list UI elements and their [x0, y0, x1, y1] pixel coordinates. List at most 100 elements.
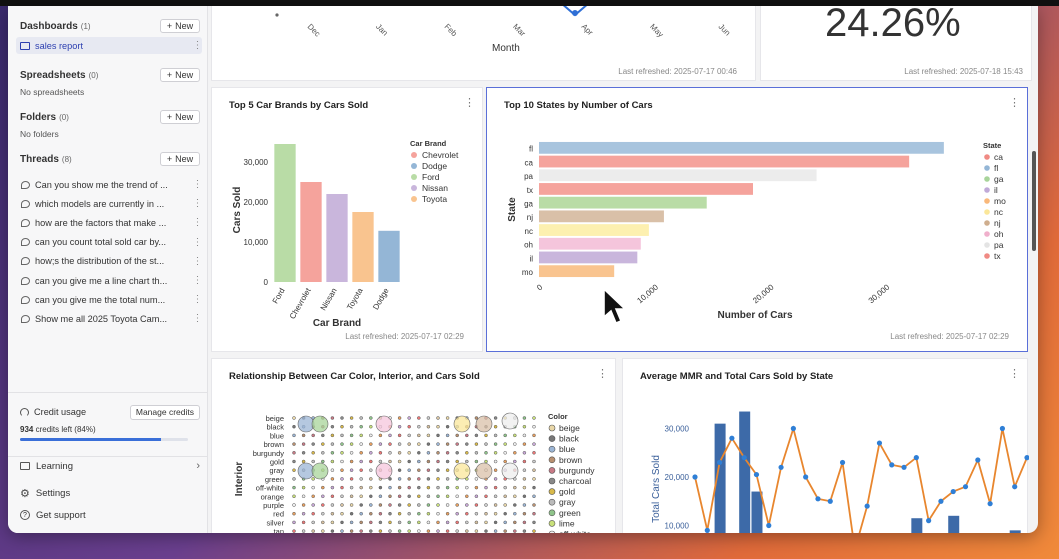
credit-usage-panel: Credit usage Manage credits 934 credits … — [20, 403, 200, 441]
y-axis-label: Total Cars Sold — [651, 455, 662, 523]
new-spreadsheet-button[interactable]: + New — [160, 68, 200, 82]
bubble-mark — [436, 485, 440, 490]
sidebar: Dashboards (1) + New sales report ⋮ Spread… — [8, 6, 208, 533]
bubble-mark — [349, 477, 354, 481]
more-options-icon[interactable]: ⋮ — [192, 313, 203, 325]
more-options-icon[interactable]: ⋮ — [464, 97, 475, 109]
bubble-mark — [330, 416, 335, 420]
bubble-mark — [513, 511, 517, 516]
bubble-mark — [407, 468, 411, 472]
legend-label: ca — [994, 152, 1003, 162]
thread-item[interactable]: can you give me the total num... ⋮ — [16, 291, 203, 308]
learning-link[interactable]: Learning › — [20, 458, 200, 474]
bubble-mark — [417, 424, 421, 429]
bubble-mark — [369, 442, 373, 446]
bubble-mark — [436, 442, 440, 446]
bubble-mark — [436, 477, 440, 481]
bubble-mark — [493, 503, 498, 507]
more-options-icon[interactable]: ⋮ — [192, 275, 203, 286]
new-thread-button[interactable]: + New — [160, 152, 200, 166]
last-refreshed: Last refreshed: 2025-07-17 00:46 — [618, 67, 737, 76]
x-tick-label: Mar — [511, 22, 527, 38]
bubble-mark — [532, 485, 536, 490]
bar — [539, 265, 615, 278]
bubble-mark — [484, 503, 488, 507]
top-brands-card[interactable]: Top 5 Car Brands by Cars Sold ⋮ 0 10,000 2… — [211, 87, 483, 352]
scrollbar[interactable] — [1032, 151, 1036, 251]
book-icon — [20, 462, 30, 470]
thread-item[interactable]: Can you show me the trend of ... ⋮ — [16, 176, 203, 193]
thread-item-label: how;s the distribution of the st... — [35, 256, 165, 267]
x-tick-label: Feb — [443, 22, 460, 39]
more-options-icon[interactable]: ⋮ — [192, 236, 203, 248]
bubble-mark — [465, 451, 469, 455]
bubble-mark — [522, 477, 527, 481]
manage-credits-button[interactable]: Manage credits — [129, 404, 200, 420]
thread-item[interactable]: can you give me a line chart th... ⋮ — [16, 272, 203, 289]
bubble-mark — [388, 442, 392, 446]
y-tick-label: brown — [264, 440, 284, 449]
more-options-icon[interactable]: ⋮ — [192, 198, 203, 210]
chat-bubble-icon — [20, 199, 30, 208]
y-tick-label: pa — [524, 172, 533, 181]
bubble-mark — [445, 468, 450, 472]
sidebar-item-sales-report[interactable]: sales report ⋮ — [16, 37, 203, 54]
bubble-mark — [532, 468, 536, 472]
bubble-mark — [321, 494, 325, 499]
monthly-trend-card[interactable]: DecJanFebMarAprMayJunJul Month Last refr… — [211, 6, 756, 81]
top-states-card[interactable]: Top 10 States by Number of Cars ⋮ fl ca pa… — [486, 87, 1028, 352]
bubble-mark — [455, 520, 459, 525]
get-support-link[interactable]: ? Get support — [20, 507, 200, 523]
bubble-mark — [503, 433, 507, 438]
thread-item[interactable]: which models are currently in ... ⋮ — [16, 195, 203, 212]
kpi-card[interactable]: 24.26% Last refreshed: 2025-07-18 15:43 — [760, 6, 1032, 81]
mmr-card[interactable]: Average MMR and Total Cars Sold by State… — [622, 358, 1029, 533]
more-options-icon[interactable]: ⋮ — [192, 40, 203, 51]
bubble-mark — [426, 485, 431, 490]
new-folder-button[interactable]: + New — [160, 110, 200, 124]
bubble-mark — [484, 494, 488, 499]
bubble-mark — [532, 442, 536, 446]
bubble-mark — [474, 511, 479, 516]
bubble-mark — [301, 494, 306, 499]
x-tick-label: Ford — [271, 287, 287, 306]
more-options-icon[interactable]: ⋮ — [192, 294, 203, 306]
thread-item[interactable]: Show me all 2025 Toyota Cam... ⋮ — [16, 310, 203, 327]
more-options-icon[interactable]: ⋮ — [1009, 97, 1020, 109]
chat-bubble-icon — [20, 218, 30, 227]
credits-left-text: 934 credits left (84%) — [20, 425, 96, 434]
x-tick-label: 20,000 — [751, 282, 776, 305]
more-options-icon[interactable]: ⋮ — [597, 368, 608, 380]
more-options-icon[interactable]: ⋮ — [192, 217, 203, 229]
thread-item-label: can you give me the total num... — [35, 294, 166, 305]
bubble-mark — [292, 511, 296, 516]
more-options-icon[interactable]: ⋮ — [192, 255, 203, 267]
thread-item[interactable]: how;s the distribution of the st... ⋮ — [16, 253, 203, 270]
bubble-mark — [503, 503, 507, 507]
bubble-mark — [475, 415, 493, 433]
credit-usage-label: Credit usage — [20, 407, 86, 417]
more-options-icon[interactable]: ⋮ — [192, 179, 203, 190]
bubble-mark — [474, 416, 479, 420]
bubble-mark — [493, 459, 498, 464]
bubble-mark — [359, 459, 363, 464]
color-interior-card[interactable]: Relationship Between Car Color, Interior… — [211, 358, 616, 533]
data-point — [938, 498, 944, 504]
legend-swatch — [411, 174, 417, 180]
thread-item[interactable]: how are the factors that make ... ⋮ — [16, 214, 203, 231]
y-tick-label: nc — [525, 227, 533, 236]
dashboards-title: Dashboards (1) — [20, 20, 91, 32]
new-dashboard-button[interactable]: + New — [160, 19, 200, 33]
bubble-mark — [349, 451, 354, 455]
more-options-icon[interactable]: ⋮ — [1009, 368, 1020, 380]
bubble-mark — [417, 477, 421, 481]
x-tick-label: Apr — [580, 22, 595, 37]
thread-item[interactable]: can you count total sold car by... ⋮ — [16, 234, 203, 251]
dashboards-header: Dashboards (1) + New — [20, 16, 200, 36]
data-point — [975, 457, 981, 463]
chat-bubble-icon — [20, 238, 30, 247]
bubble-mark — [522, 511, 527, 516]
settings-link[interactable]: ⚙ Settings — [20, 487, 71, 500]
bubble-mark — [340, 520, 344, 525]
bubble-mark — [426, 477, 431, 481]
